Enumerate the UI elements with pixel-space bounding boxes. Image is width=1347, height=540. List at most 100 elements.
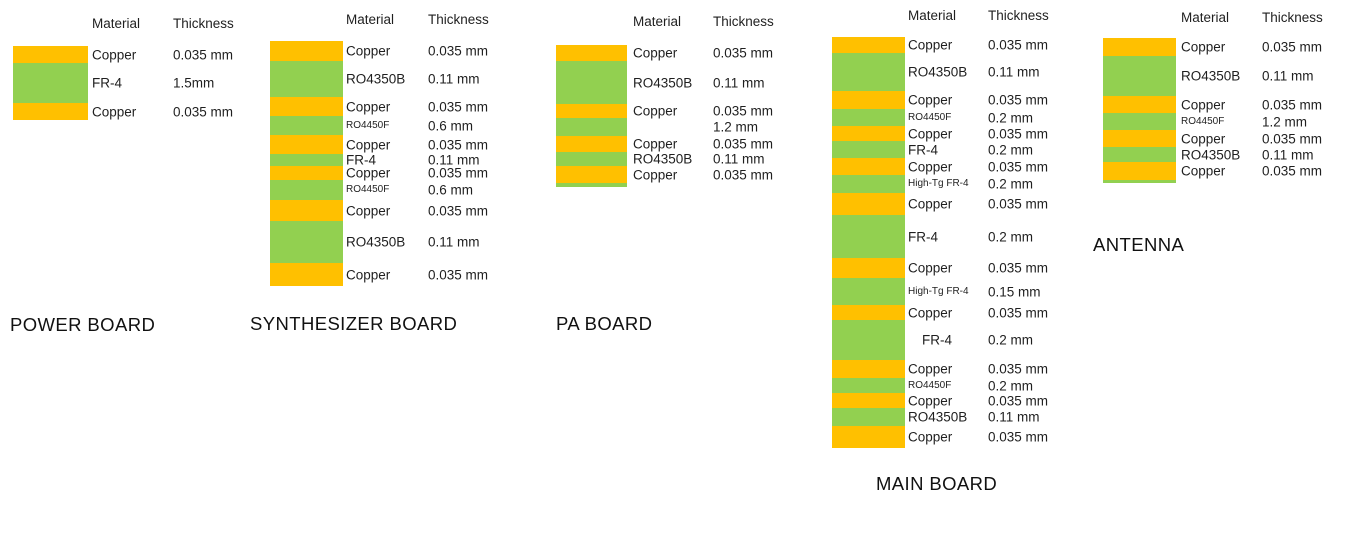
synthesizer-board-title: SYNTHESIZER BOARD xyxy=(250,313,458,334)
layer-material-label: FR-4 xyxy=(92,75,122,91)
layer-thickness-label: 0.6 mm xyxy=(428,182,474,198)
layer-material-label: Copper xyxy=(908,392,953,408)
layer-material-label: Copper xyxy=(346,136,391,152)
column-header-thickness: Thickness xyxy=(988,8,1049,23)
layer-swatch-copper xyxy=(1103,162,1176,180)
layer-swatch-copper xyxy=(832,305,905,320)
layer-material-label: High-Tg FR-4 xyxy=(908,285,969,297)
layer-material-label: Copper xyxy=(346,98,391,114)
layer-material-label: FR-4 xyxy=(346,152,376,168)
layer-swatch-copper xyxy=(832,37,905,53)
layer-thickness-label: 0.11 mm xyxy=(428,71,480,87)
layer-material-label: RO4350B xyxy=(346,234,406,250)
layer-thickness-label: 0.035 mm xyxy=(713,166,774,182)
column-header-material: Material xyxy=(633,14,682,29)
layer-thickness-label: 0.2 mm xyxy=(988,332,1034,348)
layer-thickness-label: 0.11 mm xyxy=(713,151,765,167)
layer-thickness-label: 0.035 mm xyxy=(988,125,1049,141)
layer-thickness-label: 0.2 mm xyxy=(988,176,1034,192)
layer-swatch-copper xyxy=(556,45,627,61)
layer-material-label: Copper xyxy=(1181,130,1226,146)
layer-thickness-label: 0.6 mm xyxy=(428,117,474,133)
layer-thickness-label: 0.15 mm xyxy=(988,283,1041,299)
layer-swatch-copper xyxy=(832,360,905,378)
layer-material-label: Copper xyxy=(92,46,137,62)
layer-swatch-dielectric xyxy=(556,183,627,187)
layer-swatch-dielectric xyxy=(832,215,905,258)
layer-thickness-label: 1.2 mm xyxy=(1262,113,1308,129)
layer-swatch-copper xyxy=(13,103,88,120)
layer-material-label: Copper xyxy=(908,196,953,212)
layer-thickness-label: 0.11 mm xyxy=(428,234,480,250)
layer-thickness-label: 0.035 mm xyxy=(713,136,774,152)
layer-swatch-copper xyxy=(270,166,343,180)
layer-material-label: RO4350B xyxy=(1181,146,1241,162)
column-header-thickness: Thickness xyxy=(428,12,489,27)
layer-thickness-label: 0.11 mm xyxy=(988,409,1040,425)
layer-material-label: FR-4 xyxy=(922,332,952,348)
layer-material-label: Copper xyxy=(908,158,953,174)
layer-thickness-label: 0.11 mm xyxy=(1262,68,1314,84)
layer-material-label: Copper xyxy=(346,266,391,282)
layer-thickness-label: 0.035 mm xyxy=(988,92,1049,108)
layer-material-label: Copper xyxy=(633,103,678,119)
layer-swatch-copper xyxy=(270,200,343,221)
layer-swatch-copper xyxy=(832,91,905,109)
layer-thickness-label: 1.5mm xyxy=(173,75,215,91)
layer-material-label: Copper xyxy=(908,429,953,445)
layer-thickness-label: 0.035 mm xyxy=(988,429,1049,445)
layer-swatch-copper xyxy=(270,97,343,116)
layer-swatch-copper xyxy=(1103,130,1176,147)
layer-thickness-label: 0.035 mm xyxy=(713,45,774,61)
layer-swatch-dielectric xyxy=(556,118,627,136)
layer-material-label: Copper xyxy=(346,202,391,218)
antenna-title: ANTENNA xyxy=(1093,234,1185,255)
layer-swatch-copper xyxy=(832,426,905,448)
power-board-title: POWER BOARD xyxy=(10,314,156,335)
column-header-material: Material xyxy=(1181,10,1230,25)
layer-swatch-dielectric xyxy=(832,141,905,158)
layer-swatch-copper xyxy=(556,136,627,152)
layer-thickness-label: 0.2 mm xyxy=(988,109,1034,125)
layer-material-label: Copper xyxy=(346,165,391,181)
layer-swatch-dielectric xyxy=(832,408,905,426)
pa-board-title: PA BOARD xyxy=(556,313,653,334)
layer-thickness-label: 1.2 mm xyxy=(713,119,759,135)
layer-swatch-dielectric xyxy=(556,61,627,104)
layer-swatch-copper xyxy=(832,158,905,175)
layer-thickness-label: 0.035 mm xyxy=(988,260,1049,276)
layer-swatch-copper xyxy=(556,166,627,183)
column-header-thickness: Thickness xyxy=(1262,10,1323,25)
layer-swatch-dielectric xyxy=(13,63,88,103)
layer-thickness-label: 0.035 mm xyxy=(988,158,1049,174)
layer-swatch-dielectric xyxy=(270,154,343,166)
layer-material-label: Copper xyxy=(908,361,953,377)
layer-swatch-dielectric xyxy=(832,109,905,126)
layer-material-label: RO4350B xyxy=(1181,68,1241,84)
layer-swatch-dielectric xyxy=(832,175,905,193)
layer-swatch-dielectric xyxy=(832,53,905,91)
layer-material-label: FR-4 xyxy=(908,141,938,157)
layer-material-label: Copper xyxy=(908,37,953,53)
layer-swatch-copper xyxy=(556,104,627,118)
layer-swatch-dielectric xyxy=(270,116,343,135)
layer-material-label: RO4450F xyxy=(346,184,390,195)
layer-thickness-label: 0.035 mm xyxy=(988,392,1049,408)
column-header-material: Material xyxy=(346,12,395,27)
layer-thickness-label: 0.035 mm xyxy=(1262,130,1323,146)
layer-swatch-copper xyxy=(270,135,343,154)
layer-thickness-label: 0.035 mm xyxy=(428,202,489,218)
layer-material-label: RO4450F xyxy=(346,119,390,131)
layer-material-label: Copper xyxy=(1181,96,1226,112)
layer-swatch-copper xyxy=(1103,38,1176,56)
layer-swatch-copper xyxy=(832,258,905,278)
layer-swatch-copper xyxy=(832,393,905,408)
column-header-material: Material xyxy=(908,8,957,23)
layer-swatch-dielectric xyxy=(270,180,343,200)
layer-swatch-dielectric xyxy=(1103,180,1176,183)
layer-swatch-copper xyxy=(270,263,343,286)
layer-thickness-label: 0.11 mm xyxy=(428,152,480,168)
layer-thickness-label: 0.035 mm xyxy=(713,103,774,119)
layer-thickness-label: 0.2 mm xyxy=(988,141,1034,157)
